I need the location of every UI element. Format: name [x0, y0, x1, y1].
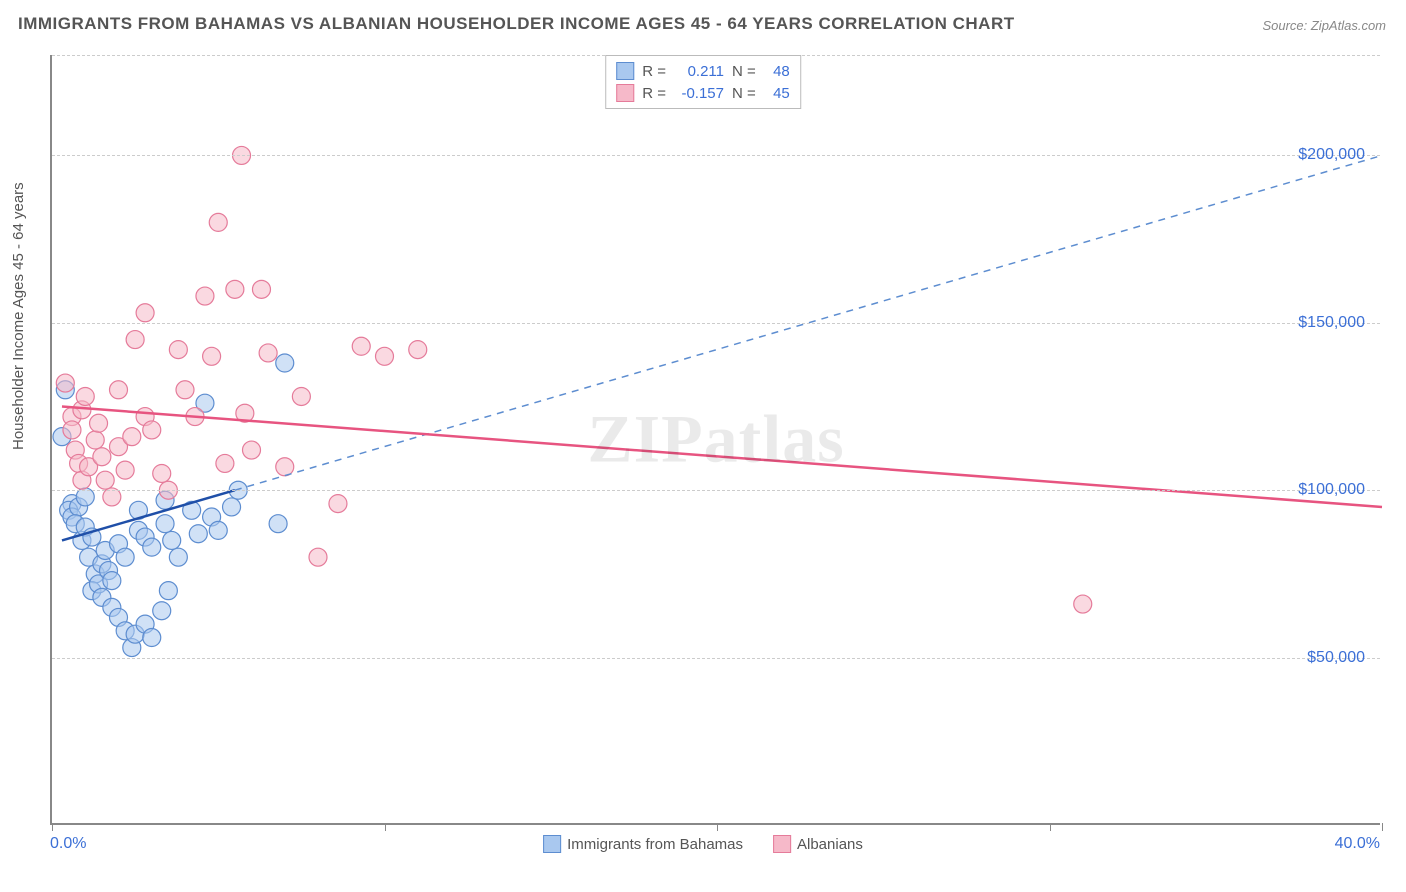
source-attribution: Source: ZipAtlas.com	[1262, 18, 1386, 33]
correlation-stats-box: R = 0.211 N = 48 R = -0.157 N = 45	[605, 55, 801, 109]
stats-row-series-1: R = 0.211 N = 48	[616, 60, 790, 82]
y-tick-label: $50,000	[1307, 649, 1365, 667]
data-point	[169, 548, 187, 566]
data-point	[329, 495, 347, 513]
data-point	[143, 629, 161, 647]
data-point	[252, 280, 270, 298]
y-tick-label: $200,000	[1298, 146, 1365, 164]
data-point	[376, 347, 394, 365]
data-point	[63, 421, 81, 439]
data-point	[110, 381, 128, 399]
plot-area: ZIPatlas $50,000$100,000$150,000$200,000	[50, 55, 1380, 825]
n-value: 45	[764, 85, 790, 102]
y-tick-label: $100,000	[1298, 481, 1365, 499]
x-min-label: 0.0%	[50, 835, 86, 853]
data-point	[269, 515, 287, 533]
stats-swatch-icon	[616, 62, 634, 80]
data-point	[86, 431, 104, 449]
data-point	[136, 304, 154, 322]
data-point	[409, 341, 427, 359]
data-point	[90, 414, 108, 432]
data-point	[126, 331, 144, 349]
data-point	[143, 538, 161, 556]
scatter-svg	[52, 55, 1380, 823]
legend-label: Albanians	[797, 836, 863, 853]
data-point	[1074, 595, 1092, 613]
legend-item-bahamas: Immigrants from Bahamas	[543, 835, 743, 853]
data-point	[259, 344, 277, 362]
chart-title: IMMIGRANTS FROM BAHAMAS VS ALBANIAN HOUS…	[18, 14, 1015, 34]
r-label: R =	[642, 63, 666, 80]
r-value: -0.157	[674, 85, 724, 102]
gridline	[52, 323, 1380, 324]
legend-item-albanians: Albanians	[773, 835, 863, 853]
gridline	[52, 490, 1380, 491]
r-label: R =	[642, 85, 666, 102]
n-label: N =	[732, 63, 756, 80]
x-max-label: 40.0%	[1335, 835, 1380, 853]
data-point	[156, 515, 174, 533]
stats-row-series-2: R = -0.157 N = 45	[616, 82, 790, 104]
data-point	[189, 525, 207, 543]
gridline	[52, 658, 1380, 659]
data-point	[116, 548, 134, 566]
data-point	[159, 582, 177, 600]
data-point	[203, 347, 221, 365]
data-point	[176, 381, 194, 399]
correlation-chart: IMMIGRANTS FROM BAHAMAS VS ALBANIAN HOUS…	[0, 0, 1406, 892]
trend-line	[62, 407, 1382, 507]
data-point	[76, 387, 94, 405]
data-point	[226, 280, 244, 298]
data-point	[292, 387, 310, 405]
data-point	[209, 213, 227, 231]
data-point	[116, 461, 134, 479]
data-point	[276, 354, 294, 372]
data-point	[216, 454, 234, 472]
x-tick	[717, 823, 718, 831]
data-point	[143, 421, 161, 439]
data-point	[123, 428, 141, 446]
x-tick	[1382, 823, 1383, 831]
x-tick	[385, 823, 386, 831]
data-point	[153, 464, 171, 482]
data-point	[196, 287, 214, 305]
legend-swatch-icon	[543, 835, 561, 853]
data-point	[103, 572, 121, 590]
n-value: 48	[764, 63, 790, 80]
data-point	[153, 602, 171, 620]
data-point	[209, 521, 227, 539]
legend-swatch-icon	[773, 835, 791, 853]
y-tick-label: $150,000	[1298, 314, 1365, 332]
r-value: 0.211	[674, 63, 724, 80]
data-point	[169, 341, 187, 359]
data-point	[352, 337, 370, 355]
data-point	[309, 548, 327, 566]
x-tick	[1050, 823, 1051, 831]
n-label: N =	[732, 85, 756, 102]
y-axis-label: Householder Income Ages 45 - 64 years	[10, 182, 27, 450]
legend-bottom: Immigrants from Bahamas Albanians	[543, 835, 863, 853]
data-point	[243, 441, 261, 459]
data-point	[93, 448, 111, 466]
data-point	[56, 374, 74, 392]
data-point	[163, 531, 181, 549]
legend-label: Immigrants from Bahamas	[567, 836, 743, 853]
x-tick	[52, 823, 53, 831]
stats-swatch-icon	[616, 84, 634, 102]
gridline	[52, 155, 1380, 156]
data-point	[96, 471, 114, 489]
data-point	[223, 498, 241, 516]
